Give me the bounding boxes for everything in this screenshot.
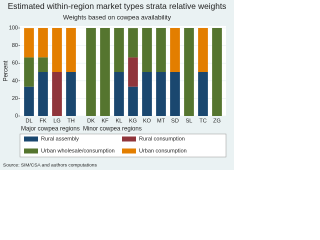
group-label: Minor cowpea regions (83, 127, 142, 133)
legend-swatch (24, 136, 38, 142)
x-tick-label: KO (143, 118, 152, 124)
legend-label: Urban consumption (139, 148, 187, 154)
bar-segment (66, 28, 76, 72)
x-tick-label: KG (129, 118, 137, 124)
bar-segment (170, 72, 180, 116)
legend-swatch (24, 148, 38, 154)
note: Source: SIM/CSA and authors computations (3, 162, 97, 168)
legend-swatch (122, 136, 136, 142)
y-axis-label: Percent (4, 60, 10, 81)
chart-subtitle: Weights based on cowpea availability (63, 15, 172, 22)
group-label: Major cowpea regions (21, 127, 80, 133)
bar-segment (128, 57, 138, 87)
bar-segment (170, 28, 180, 72)
bar-segment (128, 28, 138, 58)
bar-segment (52, 28, 62, 72)
y-tick-label: 60 (12, 61, 18, 67)
bar-segment (156, 72, 166, 116)
x-tick-label: DK (87, 118, 95, 124)
bar-segment (198, 72, 208, 116)
bar-segment (52, 72, 62, 116)
x-tick-label: LG (53, 118, 60, 124)
bar-segment (38, 72, 48, 116)
bar-segment (114, 28, 124, 72)
bar-segment (142, 72, 152, 116)
bar-segment (114, 72, 124, 116)
y-tick-label: 40 (12, 78, 18, 84)
bar-segment (24, 28, 34, 58)
legend-label: Urban wholesale/consumption (41, 148, 115, 154)
x-tick-label: TC (199, 118, 206, 124)
x-tick-label: KL (116, 118, 123, 124)
bar-segment (198, 28, 208, 72)
x-tick-label: SD (171, 118, 179, 124)
y-tick-label: 100 (9, 25, 18, 31)
legend-label: Rural consumption (139, 136, 185, 142)
bar-segment (156, 28, 166, 72)
y-tick-label: 0 (15, 113, 18, 119)
bar-segment (38, 57, 48, 72)
bar-segment (100, 28, 110, 116)
bar-segment (142, 28, 152, 72)
x-tick-label: TH (67, 118, 74, 124)
chart-title: Estimated within-region market types str… (8, 1, 227, 11)
bar-segment (128, 86, 138, 116)
legend-label: Rural assembly (41, 136, 79, 142)
x-tick-label: ZG (213, 118, 221, 124)
x-tick-label: SL (186, 118, 193, 124)
bar-segment (24, 57, 34, 87)
bar-segment (86, 28, 96, 116)
x-tick-label: MT (157, 118, 166, 124)
y-tick-label: 80 (12, 43, 18, 49)
bar-segment (212, 28, 222, 116)
bar-segment (24, 86, 34, 116)
x-tick-label: DL (25, 118, 32, 124)
y-tick-label: 20 (12, 96, 18, 102)
chart: Estimated within-region market types str… (0, 0, 234, 170)
x-tick-label: KF (101, 118, 109, 124)
bar-segment (66, 72, 76, 116)
x-tick-label: FK (39, 118, 46, 124)
legend-swatch (122, 148, 136, 154)
legend (19, 133, 227, 158)
bar-segment (38, 28, 48, 58)
bar-segment (184, 28, 194, 116)
